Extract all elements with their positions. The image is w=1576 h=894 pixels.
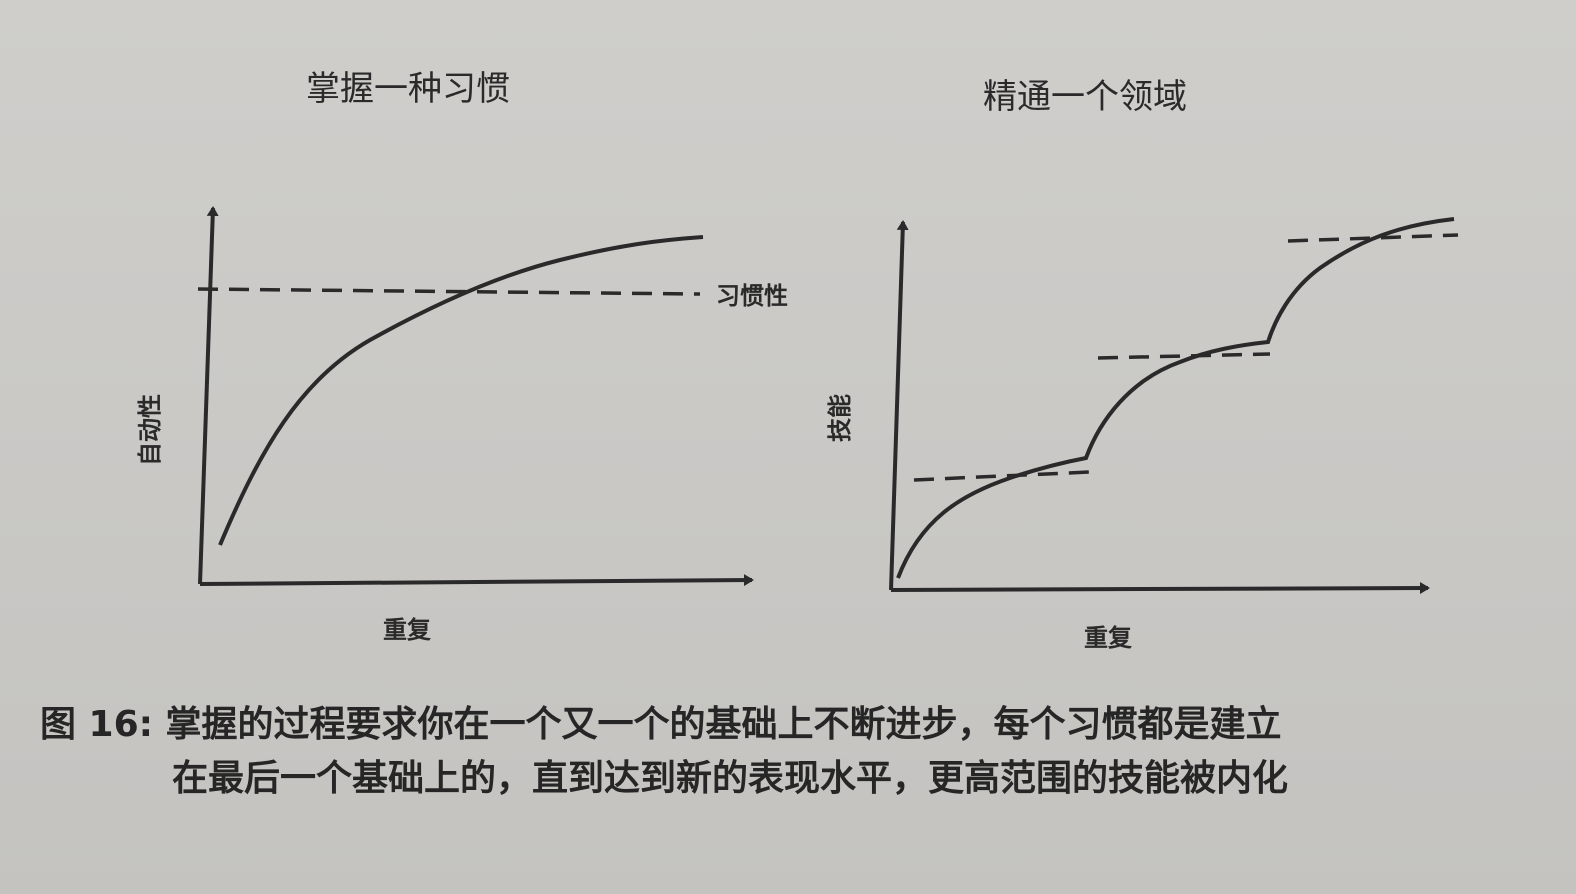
mastery-title: 精通一个领域	[983, 77, 1187, 117]
mastery-level-2	[1097, 352, 1271, 360]
habit-panel: 掌握一种习惯 习惯性 重复 自动性	[136, 69, 788, 644]
habit-y-axis	[198, 206, 219, 585]
mastery-level-3	[1287, 233, 1459, 243]
habit-curve	[218, 235, 704, 546]
habit-title: 掌握一种习惯	[306, 69, 510, 109]
mastery-x-axis	[890, 582, 1430, 595]
habit-threshold-line	[197, 287, 701, 296]
mastery-curve	[896, 217, 1455, 579]
habit-y-label: 自动性	[136, 394, 164, 466]
caption-line-2: 在最后一个基础上的，直到达到新的表现水平，更高范围的技能被内化	[172, 758, 1289, 799]
mastery-x-label: 重复	[1084, 624, 1133, 652]
mastery-panel: 精通一个领域 重复 技能	[826, 77, 1459, 652]
mastery-y-label: 技能	[826, 394, 854, 442]
mastery-y-axis	[889, 220, 909, 591]
habit-threshold-label: 习惯性	[716, 282, 788, 310]
caption-line-1: 图 16: 掌握的过程要求你在一个又一个的基础上不断进步，每个习惯都是建立	[40, 704, 1282, 745]
habit-x-label: 重复	[383, 616, 432, 644]
figure-caption: 图 16: 掌握的过程要求你在一个又一个的基础上不断进步，每个习惯都是建立 在最…	[40, 698, 1540, 806]
habit-x-axis	[199, 574, 754, 587]
